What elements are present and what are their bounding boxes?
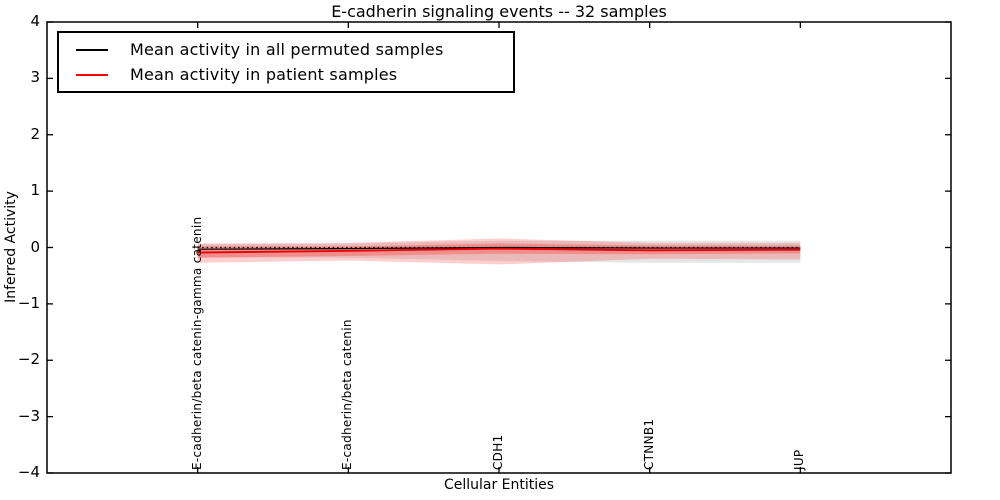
legend-line-permuted-samples — [76, 48, 108, 51]
x-category-label: E-cadherin/beta catenin — [340, 319, 355, 470]
y-tick-label: 0 — [30, 237, 40, 256]
y-tick-label: 4 — [30, 12, 40, 30]
y-tick-label: 3 — [30, 68, 40, 87]
y-tick-label: −1 — [17, 293, 40, 312]
y-tick-label: 1 — [30, 181, 40, 200]
legend-line-patient-samples — [76, 73, 108, 76]
y-tick-label: 2 — [30, 124, 40, 143]
series-line-permuted-mean — [197, 246, 801, 250]
legend: Mean activity in all permuted samples Me… — [57, 31, 515, 93]
band-patient-samples-spread-inner — [197, 243, 801, 258]
band-patient-samples-spread-outer — [197, 238, 801, 265]
x-category-label: JUP — [792, 449, 807, 470]
legend-label-patient-samples: Mean activity in patient samples — [130, 65, 398, 84]
y-tick-label: −3 — [17, 406, 40, 425]
series-line-patient-mean — [197, 247, 801, 254]
chart-title: E-cadherin signaling events -- 32 sample… — [331, 2, 667, 21]
x-category-label: E-cadherin/beta catenin-gamma catenin — [189, 216, 204, 470]
band-permuted-samples-spread — [197, 240, 801, 263]
x-category-label: CTNNB1 — [641, 418, 656, 470]
legend-entry-permuted: Mean activity in all permuted samples — [59, 38, 513, 62]
legend-label-permuted-samples: Mean activity in all permuted samples — [130, 40, 444, 59]
y-tick-label: −4 — [17, 463, 40, 481]
x-category-label: CDH1 — [491, 434, 505, 470]
legend-entry-patient: Mean activity in patient samples — [59, 63, 513, 87]
x-axis-label: Cellular Entities — [443, 477, 555, 493]
y-tick-label: −2 — [17, 350, 40, 369]
